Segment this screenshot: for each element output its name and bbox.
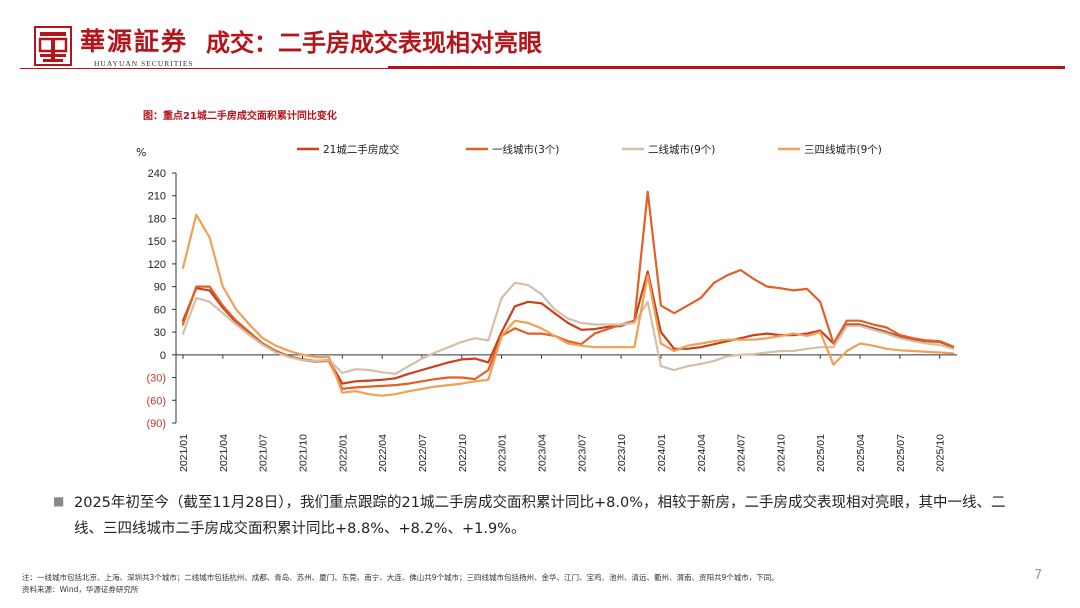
x-tick-label: 2023/04 — [536, 434, 548, 472]
series-line-4 — [181, 213, 955, 397]
x-tick-label: 2021/10 — [297, 434, 309, 472]
legend-label: 二线城市(9个) — [648, 143, 715, 156]
brand-name: 華源証券 — [80, 27, 189, 56]
x-tick-label: 2022/07 — [417, 434, 429, 472]
x-tick-label: 2022/04 — [377, 434, 389, 472]
y-tick-label: 30 — [154, 327, 166, 339]
x-tick-label: 2024/10 — [775, 434, 787, 472]
chart-series — [181, 190, 955, 397]
x-tick-label: 2025/07 — [895, 434, 907, 472]
page-title: 成交：二手房成交表现相对亮眼 — [206, 29, 542, 57]
x-tick-label: 2024/07 — [736, 434, 748, 472]
series-line-3 — [181, 281, 955, 375]
brand-name-en: HUAYUAN SECURITIES — [94, 59, 194, 68]
bullet-icon: ■ — [53, 494, 65, 508]
page-number: 7 — [1034, 568, 1043, 583]
x-tick-label: 2025/01 — [815, 434, 827, 472]
header-accent-bar — [388, 66, 1065, 69]
logo-icon — [34, 26, 72, 66]
x-tick-label: 2023/10 — [616, 434, 628, 472]
footnote: 注：一线城市包括北京、上海、深圳共3个城市；二线城市包括杭州、成都、青岛、苏州、… — [22, 572, 779, 596]
footnote-source: 资料来源：Wind，华源证券研究所 — [22, 585, 139, 594]
x-tick-label: 2022/01 — [337, 434, 349, 472]
x-tick-label: 2021/07 — [258, 434, 270, 472]
chart-legend: 21城二手房成交 一线城市(3个) 二线城市(9个) 三四线城市(9个) — [297, 143, 882, 156]
summary-paragraph: 2025年初至今（截至11月28日），我们重点跟踪的21城二手房成交面积累计同比… — [74, 495, 1006, 537]
y-tick-label: 120 — [148, 259, 166, 271]
y-tick-label: 210 — [148, 191, 166, 203]
y-tick-label: 240 — [148, 168, 166, 180]
legend-label: 21城二手房成交 — [323, 143, 400, 156]
y-tick-label: 180 — [148, 213, 166, 225]
y-tick-label: (30) — [146, 373, 166, 385]
x-tick-label: 2022/10 — [457, 434, 469, 472]
footnote-note: 注：一线城市包括北京、上海、深圳共3个城市；二线城市包括杭州、成都、青岛、苏州、… — [22, 573, 779, 582]
x-tick-label: 2023/01 — [497, 434, 509, 472]
x-tick-label: 2025/10 — [935, 434, 947, 472]
series-line-1 — [181, 270, 955, 385]
x-tick-label: 2025/04 — [855, 434, 867, 472]
x-tick-label: 2021/01 — [178, 434, 190, 472]
y-tick-label: 0 — [160, 350, 166, 362]
y-axis-unit: % — [136, 146, 147, 159]
y-tick-label: (90) — [146, 418, 166, 430]
x-tick-label: 2024/04 — [696, 434, 708, 472]
chart-axes: 240 210 180 150 120 90 60 30 0 (30) (60) (90) 2021/0… — [146, 168, 957, 472]
chart-title: 图：重点21城二手房成交面积累计同比变化 — [143, 111, 337, 122]
y-tick-label: 90 — [154, 282, 166, 294]
x-tick-label: 2021/04 — [218, 434, 230, 472]
x-tick-label: 2024/01 — [656, 434, 668, 472]
y-tick-label: 60 — [154, 304, 166, 316]
y-tick-label: 150 — [148, 236, 166, 248]
legend-label: 一线城市(3个) — [492, 143, 559, 156]
y-tick-label: (60) — [146, 395, 166, 407]
x-tick-label: 2023/07 — [576, 434, 588, 472]
legend-label: 三四线城市(9个) — [804, 143, 882, 156]
